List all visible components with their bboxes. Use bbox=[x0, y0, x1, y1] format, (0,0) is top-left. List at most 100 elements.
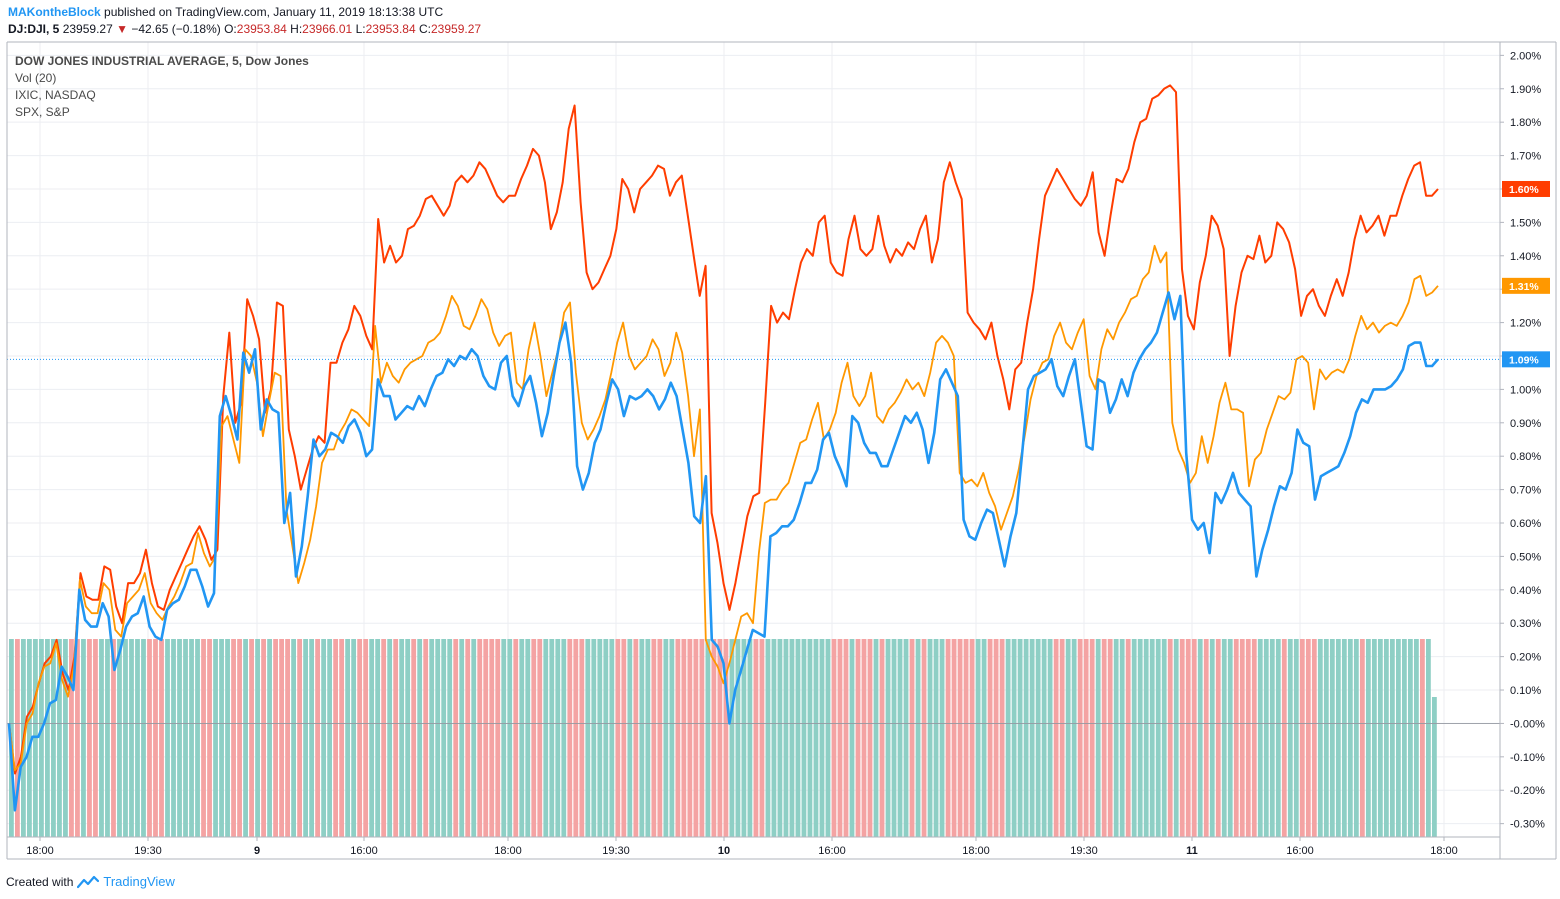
author-link[interactable]: MAKontheBlock bbox=[8, 5, 101, 19]
volume-bar bbox=[237, 639, 242, 837]
volume-bar bbox=[261, 639, 266, 837]
volume-bar bbox=[789, 639, 795, 837]
volume-bar bbox=[1185, 639, 1191, 837]
volume-bar bbox=[441, 639, 447, 837]
volume-bar bbox=[501, 639, 507, 837]
volume-bar bbox=[1239, 639, 1245, 837]
legend-main-series[interactable]: DOW JONES INDUSTRIAL AVERAGE, 5, Dow Jon… bbox=[15, 54, 309, 68]
volume-bar bbox=[867, 639, 873, 837]
volume-bar bbox=[495, 639, 501, 837]
volume-bar bbox=[1053, 639, 1059, 837]
series-line-spx bbox=[8, 244, 1439, 772]
volume-bar bbox=[927, 639, 933, 837]
volume-bar bbox=[891, 639, 897, 837]
volume-bar bbox=[555, 639, 561, 837]
legend-spx[interactable]: SPX, S&P bbox=[15, 105, 70, 119]
x-axis-ticks: 18:00 19:30 9 16:00 18:00 19:30 10 16:00 18:00 19… bbox=[26, 837, 1458, 857]
x-tick-label: 19:30 bbox=[1070, 845, 1098, 857]
volume-bar bbox=[513, 639, 519, 837]
volume-bar bbox=[705, 639, 711, 837]
volume-bar bbox=[945, 639, 951, 837]
volume-bar bbox=[897, 639, 903, 837]
volume-bar bbox=[399, 639, 405, 837]
volume-bar bbox=[951, 639, 957, 837]
volume-bar bbox=[1251, 639, 1257, 837]
volume-bar bbox=[1293, 639, 1299, 837]
volume-bar bbox=[507, 639, 513, 837]
volume-bar bbox=[1335, 639, 1341, 837]
volume-bar bbox=[387, 639, 393, 837]
volume-bar bbox=[933, 639, 939, 837]
y-tick-label: 0.10% bbox=[1510, 685, 1541, 697]
volume-bar bbox=[1017, 639, 1023, 837]
volume-bar bbox=[915, 639, 921, 837]
volume-bar bbox=[1329, 639, 1335, 837]
last-price-labels: 1.60% 1.31% 1.09% bbox=[1502, 180, 1550, 368]
legend-volume[interactable]: Vol (20) bbox=[15, 71, 57, 85]
volume-bar bbox=[1167, 639, 1173, 837]
volume-bar bbox=[855, 639, 861, 837]
tradingview-link[interactable]: TradingView bbox=[103, 874, 175, 889]
volume-bar bbox=[213, 639, 218, 837]
volume-bar bbox=[243, 639, 248, 837]
volume-bar bbox=[771, 639, 777, 837]
footer: Created with TradingView bbox=[6, 874, 175, 889]
volume-bar bbox=[1425, 639, 1431, 837]
low-label: L: bbox=[355, 22, 366, 36]
open-value: 23953.84 bbox=[236, 22, 287, 36]
legend-ixic[interactable]: IXIC, NASDAQ bbox=[15, 88, 96, 102]
volume-bar bbox=[315, 639, 321, 837]
price-label-box-dow bbox=[1502, 351, 1550, 368]
x-tick-label: 16:00 bbox=[1286, 845, 1314, 857]
volume-bar bbox=[1257, 639, 1263, 837]
y-tick-label: 1.20% bbox=[1510, 318, 1541, 330]
volume-bar bbox=[39, 639, 44, 837]
volume-bar bbox=[483, 639, 489, 837]
volume-bar bbox=[273, 639, 278, 837]
volume-bar bbox=[321, 639, 327, 837]
x-tick-label: 9 bbox=[254, 845, 260, 857]
volume-bar bbox=[1035, 639, 1041, 837]
volume-bar bbox=[645, 639, 651, 837]
price-label-box-nasdaq bbox=[1502, 180, 1550, 197]
volume-bar bbox=[27, 639, 32, 837]
volume-bar bbox=[567, 639, 573, 837]
x-tick-label: 10 bbox=[718, 845, 730, 857]
y-tick-label: 0.30% bbox=[1510, 618, 1541, 630]
volume-bar bbox=[135, 639, 140, 837]
volume-bar bbox=[675, 639, 681, 837]
y-tick-label: 1.80% bbox=[1510, 117, 1541, 129]
volume-bar bbox=[327, 639, 333, 837]
symbol-info: DJ:DJI, 5 23959.27 ▼ −42.65 (−0.18%) O:2… bbox=[8, 22, 481, 36]
volume-bar bbox=[663, 639, 669, 837]
chart-axes bbox=[6, 41, 1557, 860]
x-tick-label: 18:00 bbox=[494, 845, 522, 857]
y-tick-label: 0.70% bbox=[1510, 485, 1541, 497]
close-label: C: bbox=[419, 22, 431, 36]
volume-bar bbox=[81, 639, 86, 837]
volume-bar bbox=[723, 639, 729, 837]
volume-bar bbox=[189, 639, 194, 837]
volume-bar bbox=[561, 639, 567, 837]
volume-bar bbox=[1029, 639, 1035, 837]
volume-bar bbox=[573, 639, 579, 837]
volume-bar bbox=[1125, 639, 1131, 837]
volume-bar bbox=[1245, 639, 1251, 837]
volume-bar bbox=[1305, 639, 1311, 837]
volume-bar bbox=[741, 639, 747, 837]
volume-bar bbox=[1173, 639, 1179, 837]
volume-bar bbox=[627, 639, 633, 837]
price-label-box-spx bbox=[1502, 277, 1550, 294]
volume-bar bbox=[357, 639, 363, 837]
volume-bar bbox=[231, 639, 236, 837]
chart-legend: DOW JONES INDUSTRIAL AVERAGE, 5, Dow Jon… bbox=[15, 53, 309, 121]
price-label-dow: 1.09% bbox=[1509, 354, 1539, 366]
y-tick-label: -0.00% bbox=[1510, 718, 1545, 730]
volume-bar bbox=[471, 639, 477, 837]
volume-bar bbox=[975, 639, 981, 837]
x-tick-label: 18:00 bbox=[962, 845, 990, 857]
volume-bar bbox=[1413, 639, 1419, 837]
volume-bar bbox=[1419, 639, 1425, 837]
volume-bar bbox=[1359, 639, 1365, 837]
